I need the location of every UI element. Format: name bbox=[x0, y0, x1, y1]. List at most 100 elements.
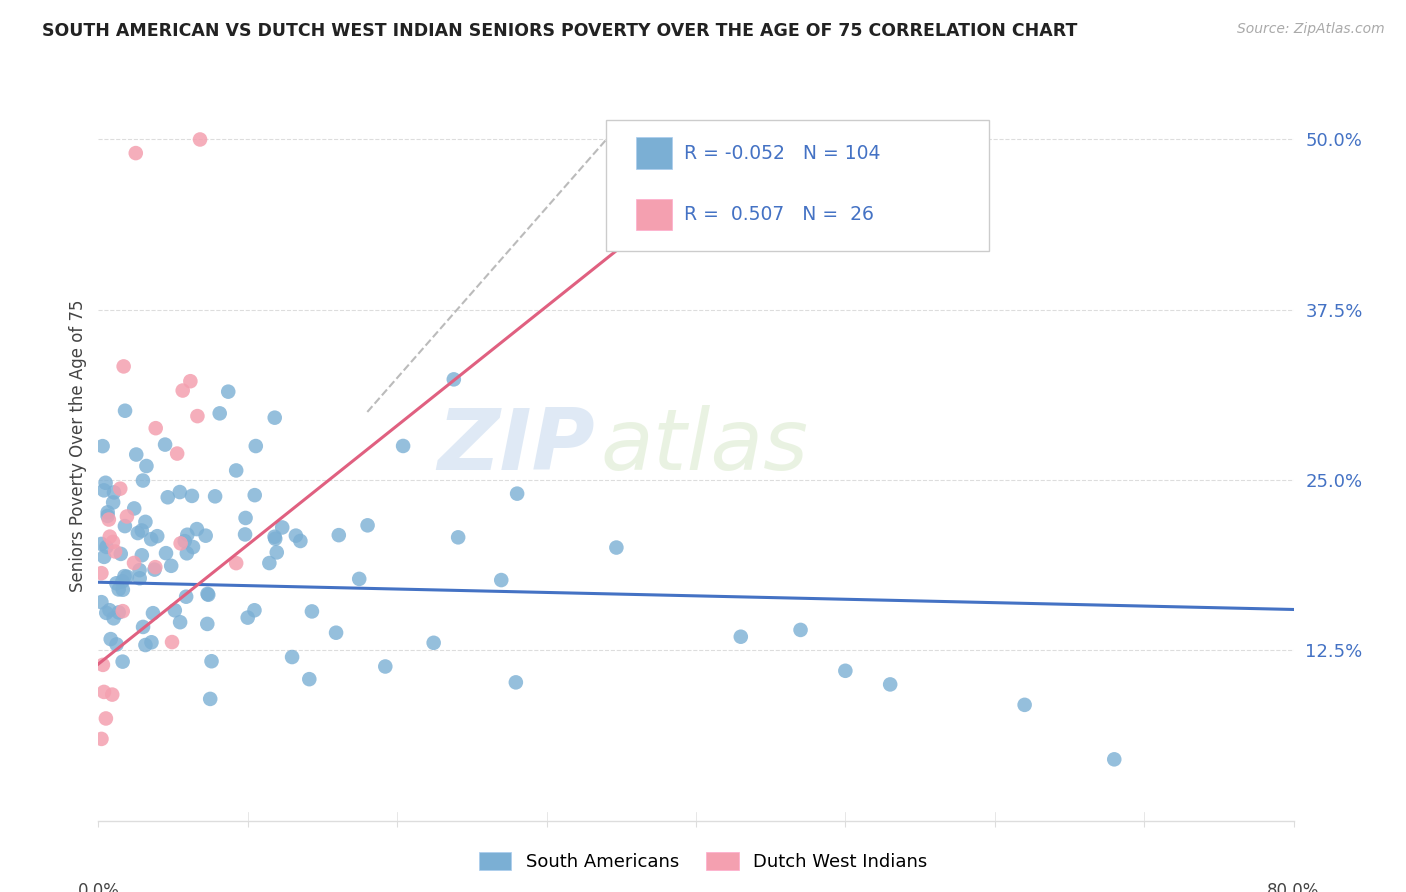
Point bbox=[163, 603, 186, 617]
Point bbox=[98, 603, 121, 617]
Point bbox=[93, 549, 115, 564]
Point bbox=[94, 475, 117, 490]
Point bbox=[186, 522, 208, 536]
Point bbox=[392, 439, 415, 453]
Point bbox=[200, 654, 222, 668]
Point bbox=[127, 526, 149, 541]
Point bbox=[114, 403, 136, 417]
Point bbox=[263, 410, 285, 425]
Point bbox=[789, 623, 811, 637]
Point bbox=[197, 587, 219, 601]
Point bbox=[101, 535, 124, 549]
Point bbox=[245, 439, 267, 453]
Point bbox=[447, 530, 470, 544]
Point bbox=[233, 527, 256, 541]
Point bbox=[236, 610, 259, 624]
Point bbox=[422, 636, 444, 650]
Point bbox=[142, 606, 165, 620]
Point bbox=[114, 519, 136, 533]
Point bbox=[110, 547, 132, 561]
Point bbox=[243, 603, 266, 617]
Text: R = -0.052   N = 104: R = -0.052 N = 104 bbox=[685, 144, 880, 162]
Point bbox=[491, 573, 513, 587]
Point bbox=[105, 576, 128, 591]
Point bbox=[160, 635, 183, 649]
Point bbox=[93, 483, 115, 498]
Point bbox=[134, 638, 156, 652]
Point bbox=[96, 606, 118, 620]
Point bbox=[301, 604, 323, 618]
Point bbox=[225, 556, 247, 570]
Point bbox=[160, 558, 183, 573]
Point bbox=[90, 537, 112, 551]
Point bbox=[195, 616, 218, 631]
Point bbox=[104, 544, 127, 558]
Point bbox=[143, 560, 166, 574]
Point bbox=[90, 731, 112, 746]
Point bbox=[114, 569, 136, 583]
FancyBboxPatch shape bbox=[637, 199, 672, 230]
FancyBboxPatch shape bbox=[606, 120, 988, 252]
Point bbox=[115, 570, 138, 584]
Point bbox=[125, 146, 148, 161]
Point bbox=[107, 582, 129, 597]
Point bbox=[101, 495, 124, 509]
Point bbox=[197, 588, 219, 602]
Point bbox=[131, 524, 153, 538]
Point bbox=[281, 650, 304, 665]
Point bbox=[97, 505, 120, 519]
Point bbox=[135, 458, 157, 473]
Point bbox=[91, 657, 114, 672]
Point bbox=[143, 563, 166, 577]
Point bbox=[208, 406, 231, 420]
Point bbox=[169, 485, 191, 500]
Point bbox=[155, 546, 177, 560]
Point bbox=[264, 532, 287, 546]
Point bbox=[166, 446, 188, 460]
Point bbox=[605, 541, 627, 555]
Point bbox=[141, 532, 163, 546]
Point bbox=[1104, 752, 1126, 766]
Point bbox=[169, 536, 191, 550]
Text: 80.0%: 80.0% bbox=[1267, 882, 1320, 892]
Point bbox=[730, 630, 752, 644]
Point bbox=[146, 529, 169, 543]
Point bbox=[115, 509, 138, 524]
Point bbox=[128, 571, 150, 585]
Point bbox=[141, 635, 163, 649]
Point bbox=[284, 528, 307, 542]
Point bbox=[111, 655, 134, 669]
Point bbox=[194, 529, 217, 543]
FancyBboxPatch shape bbox=[637, 137, 672, 169]
Text: atlas: atlas bbox=[600, 404, 808, 488]
Point bbox=[169, 615, 191, 630]
Point bbox=[266, 545, 288, 559]
Point bbox=[156, 490, 179, 504]
Point bbox=[176, 527, 198, 541]
Legend: South Americans, Dutch West Indians: South Americans, Dutch West Indians bbox=[471, 846, 935, 879]
Point bbox=[347, 572, 370, 586]
Point bbox=[259, 556, 281, 570]
Point bbox=[374, 659, 396, 673]
Point bbox=[145, 421, 167, 435]
Point bbox=[100, 632, 122, 646]
Point bbox=[325, 625, 347, 640]
Point bbox=[173, 534, 195, 549]
Point bbox=[112, 359, 135, 374]
Point bbox=[217, 384, 239, 399]
Point bbox=[122, 501, 145, 516]
Point bbox=[125, 448, 148, 462]
Point bbox=[181, 489, 204, 503]
Point bbox=[506, 486, 529, 500]
Point bbox=[90, 566, 112, 581]
Point bbox=[107, 606, 129, 620]
Text: R =  0.507   N =  26: R = 0.507 N = 26 bbox=[685, 205, 875, 224]
Point bbox=[91, 439, 114, 453]
Point bbox=[132, 474, 155, 488]
Point bbox=[271, 520, 294, 534]
Point bbox=[181, 540, 204, 554]
Point bbox=[97, 508, 120, 523]
Point bbox=[122, 556, 145, 570]
Point bbox=[188, 132, 211, 146]
Point bbox=[356, 518, 378, 533]
